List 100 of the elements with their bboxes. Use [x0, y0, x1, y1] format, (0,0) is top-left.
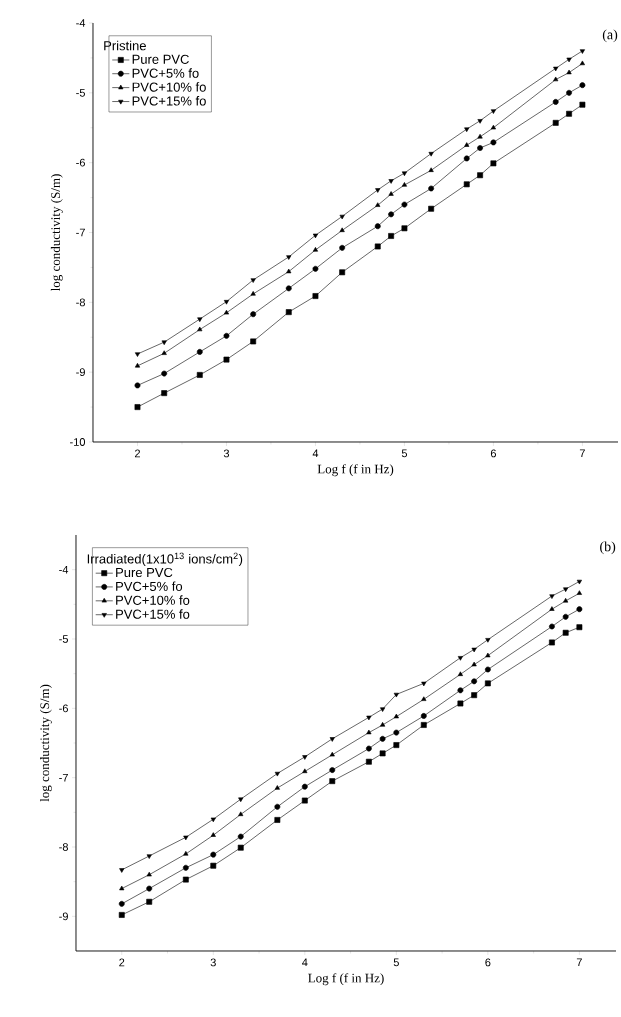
point: [477, 119, 483, 124]
point: [237, 833, 244, 840]
point: [210, 832, 216, 837]
point: [312, 265, 319, 272]
point: [549, 639, 555, 646]
point: [485, 652, 491, 658]
point: [146, 898, 153, 905]
point: [579, 49, 585, 54]
point: [485, 638, 491, 643]
legend-title: Irradiated(1x10$^{13}$ ions/cm$^{2}$): [87, 552, 243, 567]
point: [286, 268, 292, 274]
point: [182, 876, 189, 883]
point: [420, 722, 427, 728]
point: [393, 729, 400, 736]
x-tick-label: 2: [134, 449, 140, 458]
point: [375, 188, 381, 193]
x-axis-title: Log f (f in Hz): [317, 464, 394, 477]
point: [302, 755, 308, 760]
point: [146, 871, 152, 877]
point: [566, 110, 572, 117]
point: [490, 124, 496, 130]
point: [134, 404, 141, 410]
point: [428, 185, 435, 192]
point: [329, 767, 336, 773]
point: [549, 623, 555, 630]
point: [285, 309, 292, 315]
point: [457, 671, 463, 676]
point: [118, 900, 125, 907]
point: [457, 700, 464, 707]
point: [183, 835, 189, 841]
point: [552, 119, 559, 126]
y-tick-label: -9: [59, 912, 68, 921]
y-tick-label: -8: [76, 298, 85, 307]
point: [146, 885, 153, 892]
point: [302, 768, 308, 774]
point: [393, 742, 400, 748]
legend-label: PVC+10% fo: [116, 595, 190, 605]
point: [401, 182, 407, 187]
y-tick-label: -7: [59, 773, 68, 782]
point: [274, 803, 281, 810]
point: [285, 285, 292, 292]
point: [374, 223, 381, 230]
point: [375, 202, 381, 207]
point: [196, 349, 203, 355]
point: [119, 885, 125, 891]
legend-label: PVC+10% fo: [132, 82, 206, 92]
point: [329, 778, 336, 785]
y-tick-label: -8: [59, 843, 68, 851]
point: [471, 692, 478, 699]
point: [393, 713, 399, 719]
point: [312, 233, 319, 239]
point: [566, 57, 572, 63]
point: [182, 864, 189, 871]
point: [484, 680, 491, 687]
point: [579, 101, 586, 108]
point: [223, 356, 230, 363]
x-tick-label: 3: [210, 958, 216, 967]
y-tick-label: -5: [59, 635, 68, 643]
y-tick-label: -10: [70, 438, 86, 446]
point: [210, 817, 216, 823]
point: [388, 233, 394, 239]
point: [250, 291, 256, 296]
point: [161, 390, 168, 397]
point: [576, 590, 582, 595]
point: [388, 179, 394, 184]
point: [210, 862, 217, 869]
legend-label: Pure PVC: [116, 567, 173, 578]
point: [562, 629, 569, 636]
point: [553, 76, 559, 82]
point: [379, 735, 386, 742]
point: [484, 666, 491, 673]
point: [339, 244, 346, 251]
point: [428, 151, 434, 157]
point: [576, 606, 583, 613]
point: [301, 797, 308, 804]
point: [365, 745, 372, 752]
y-tick-label: -6: [59, 704, 68, 713]
point: [401, 171, 407, 177]
point: [553, 66, 559, 72]
y-tick-label: -7: [76, 228, 85, 237]
x-tick-label: 4: [312, 449, 319, 458]
point: [563, 597, 569, 603]
point: [366, 729, 372, 735]
x-tick-label: 7: [579, 449, 585, 458]
point: [420, 713, 427, 719]
point: [471, 678, 478, 685]
x-tick-label: 3: [223, 449, 230, 458]
point: [552, 99, 559, 105]
point: [161, 370, 168, 377]
point: [237, 844, 244, 851]
point: [457, 687, 464, 694]
point: [388, 211, 394, 218]
point: [374, 243, 381, 250]
point: [312, 293, 319, 299]
point: [457, 656, 463, 661]
annotation: (a): [602, 29, 618, 43]
point: [579, 82, 586, 89]
point: [393, 692, 399, 698]
x-tick-label: 6: [485, 958, 491, 967]
point: [401, 201, 408, 208]
